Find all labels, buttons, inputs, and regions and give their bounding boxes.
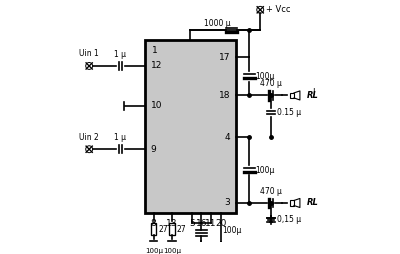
Text: RL: RL	[307, 91, 319, 100]
Text: 17: 17	[219, 53, 230, 62]
Bar	[170, 223, 175, 235]
Text: 27: 27	[177, 225, 186, 234]
Text: 100µ: 100µ	[256, 166, 275, 174]
Text: 13: 13	[166, 219, 178, 228]
Bar	[290, 200, 294, 205]
Text: RL: RL	[307, 198, 319, 208]
Text: 100µ: 100µ	[256, 72, 275, 81]
Bar	[151, 223, 156, 235]
Bar	[290, 93, 294, 98]
Text: 10: 10	[151, 101, 162, 110]
Text: 12: 12	[151, 61, 162, 70]
Text: 1: 1	[152, 46, 158, 55]
Text: 27: 27	[158, 225, 168, 234]
Text: 9: 9	[151, 145, 156, 154]
Text: 20: 20	[216, 219, 227, 228]
Text: 100µ: 100µ	[163, 248, 181, 253]
Text: Uin 1: Uin 1	[79, 49, 99, 58]
Text: 470 µ: 470 µ	[260, 187, 282, 196]
Text: 0.15 µ: 0.15 µ	[277, 108, 301, 117]
Bar	[144, 40, 236, 213]
Text: Uin 2: Uin 2	[79, 133, 99, 141]
Text: 1 µ: 1 µ	[114, 50, 126, 59]
Text: 8: 8	[151, 219, 157, 228]
Text: 100µ: 100µ	[145, 248, 163, 253]
Text: 0,15 µ: 0,15 µ	[277, 215, 301, 224]
Text: 11: 11	[205, 219, 216, 228]
Text: + Vcc: + Vcc	[266, 5, 291, 14]
Text: 18: 18	[219, 91, 230, 100]
Text: 1000 µ: 1000 µ	[204, 19, 230, 28]
Text: 3: 3	[224, 198, 230, 208]
Text: 5: 5	[189, 219, 195, 228]
Text: I: I	[312, 88, 314, 98]
Text: 16: 16	[196, 219, 207, 228]
Text: 100µ: 100µ	[223, 226, 242, 235]
Text: 4: 4	[224, 133, 230, 141]
Text: 1 µ: 1 µ	[114, 133, 126, 142]
Text: 470 µ: 470 µ	[260, 79, 282, 88]
